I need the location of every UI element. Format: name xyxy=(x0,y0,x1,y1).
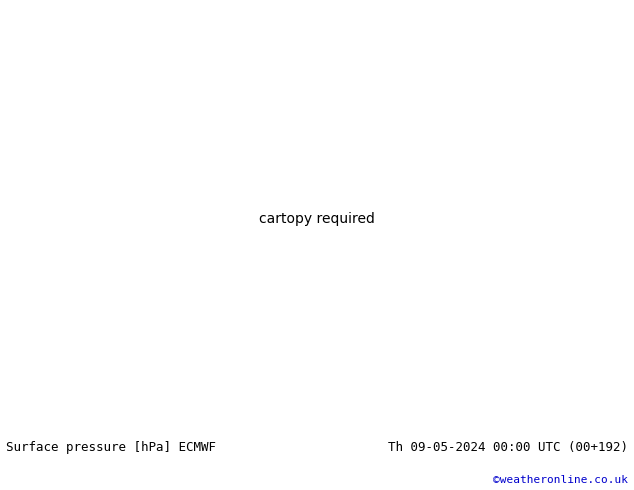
Text: Th 09-05-2024 00:00 UTC (00+192): Th 09-05-2024 00:00 UTC (00+192) xyxy=(387,441,628,454)
Text: cartopy required: cartopy required xyxy=(259,212,375,226)
Text: ©weatheronline.co.uk: ©weatheronline.co.uk xyxy=(493,475,628,485)
Text: Surface pressure [hPa] ECMWF: Surface pressure [hPa] ECMWF xyxy=(6,441,216,454)
